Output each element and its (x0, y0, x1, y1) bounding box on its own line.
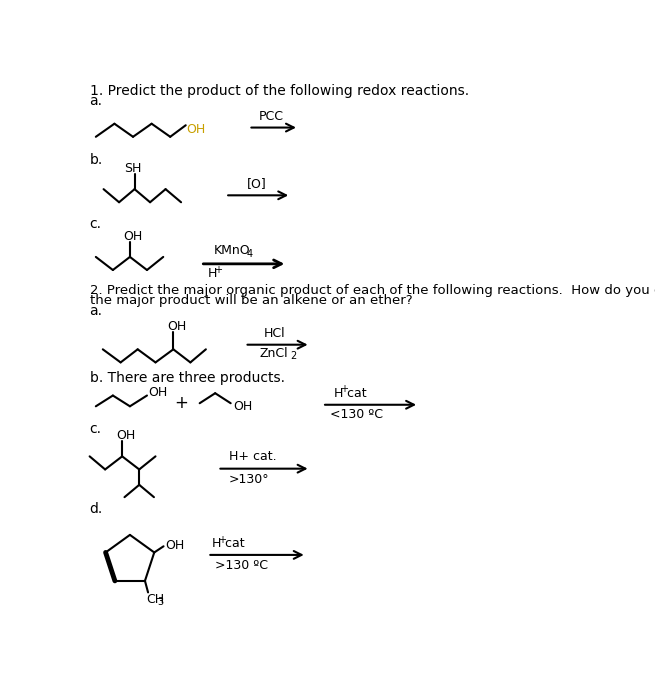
Text: cat: cat (343, 386, 367, 400)
Text: >130°: >130° (229, 473, 270, 486)
Text: d.: d. (90, 502, 103, 516)
Text: CH: CH (147, 593, 164, 606)
Text: 2: 2 (290, 351, 297, 361)
Text: H: H (208, 267, 217, 281)
Text: +: + (340, 384, 348, 395)
Text: b.: b. (90, 153, 103, 167)
Text: a.: a. (90, 94, 103, 108)
Text: a.: a. (90, 304, 103, 318)
Text: H: H (212, 537, 221, 550)
Text: c.: c. (90, 422, 102, 437)
Text: OH: OH (167, 320, 187, 333)
Text: cat: cat (221, 537, 245, 550)
Text: 3: 3 (157, 597, 164, 607)
Text: +: + (174, 394, 188, 412)
Text: >130 ºC: >130 ºC (215, 559, 268, 572)
Text: OH: OH (124, 230, 143, 243)
Text: 2. Predict the major organic product of each of the following reactions.  How do: 2. Predict the major organic product of … (90, 283, 655, 296)
Text: 4: 4 (247, 249, 253, 259)
Text: OH: OH (187, 123, 206, 136)
Text: OH: OH (233, 400, 252, 413)
Text: OH: OH (149, 386, 168, 399)
Text: +: + (218, 534, 226, 544)
Text: ZnCl: ZnCl (260, 346, 288, 359)
Text: <130 ºC: <130 ºC (330, 407, 383, 420)
Text: 1. Predict the product of the following redox reactions.: 1. Predict the product of the following … (90, 83, 469, 98)
Text: b. There are three products.: b. There are three products. (90, 371, 285, 385)
Text: +: + (214, 265, 221, 275)
Text: OH: OH (116, 429, 135, 442)
Text: KMnO: KMnO (214, 244, 250, 257)
Text: [O]: [O] (246, 177, 266, 191)
Text: PCC: PCC (259, 111, 284, 123)
Text: H+ cat.: H+ cat. (229, 450, 277, 463)
Text: OH: OH (165, 539, 184, 552)
Text: c.: c. (90, 217, 102, 231)
Text: H: H (334, 386, 343, 400)
Text: HCl: HCl (263, 327, 285, 340)
Text: the major product will be an alkene or an ether?: the major product will be an alkene or a… (90, 294, 412, 306)
Text: SH: SH (124, 162, 142, 175)
